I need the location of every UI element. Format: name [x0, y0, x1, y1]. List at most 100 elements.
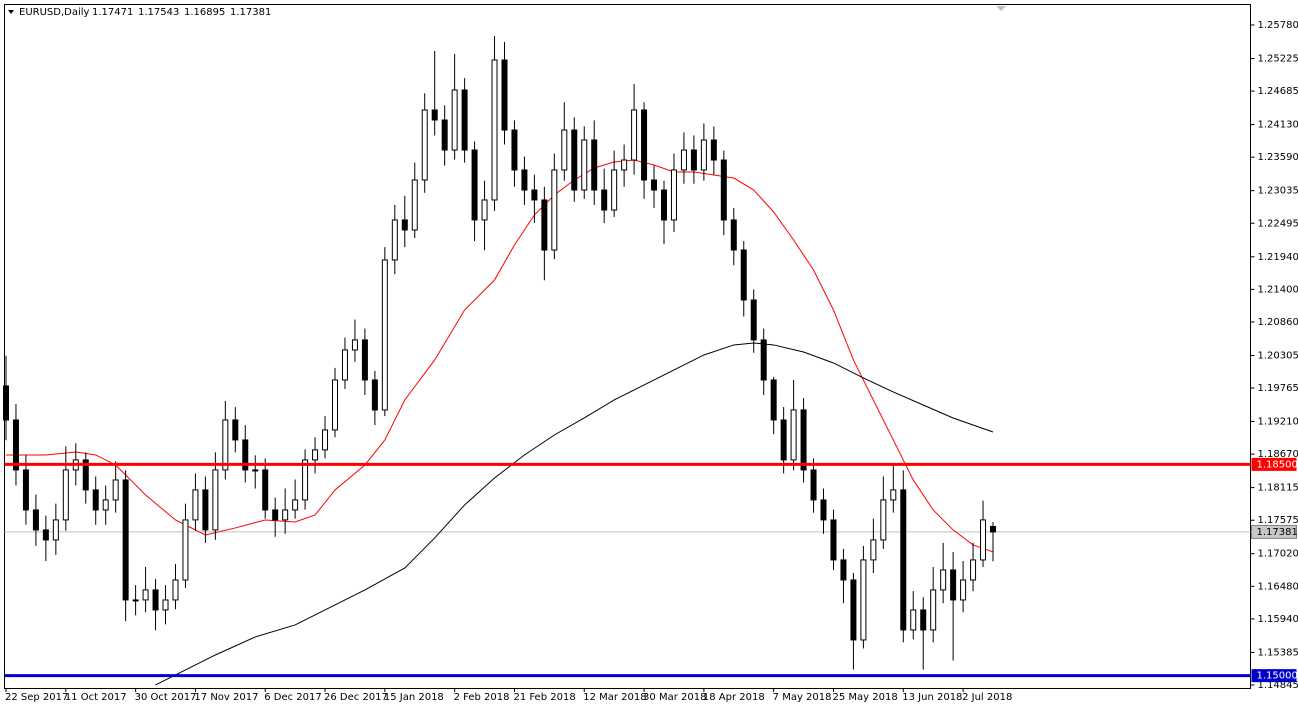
candle-body [680, 149, 687, 171]
candle-body [82, 459, 89, 491]
candle-body [22, 469, 29, 511]
y-tick-label: 1.17575 [1258, 515, 1298, 526]
candle-body [12, 419, 19, 471]
ohlc-close: 1.17381 [230, 7, 271, 18]
candle-body [571, 129, 578, 191]
one-click-toggle[interactable] [996, 6, 1006, 11]
y-tick-label: 1.25225 [1258, 54, 1298, 65]
candle-body [531, 189, 538, 201]
candle-body [112, 479, 119, 501]
x-tick-label: 2 Jul 2018 [962, 692, 1012, 703]
candle-body [262, 469, 269, 511]
level-label-box [1251, 457, 1297, 471]
candle-body [700, 139, 707, 171]
moving-average [6, 159, 994, 553]
y-tick-label: 1.19765 [1258, 383, 1298, 394]
candle-body [312, 449, 319, 461]
level-label-box [1251, 669, 1297, 683]
candle-body [980, 519, 987, 561]
level-label: 1.15000 [1257, 671, 1298, 682]
candle-body [222, 419, 229, 471]
candle-body [511, 129, 518, 171]
candle-body [481, 199, 488, 221]
y-tick-label: 1.22495 [1258, 218, 1298, 229]
candle-body [32, 509, 39, 531]
candle-body [880, 499, 887, 541]
candle-body [541, 199, 548, 251]
candle-body [820, 499, 827, 521]
candle-body [92, 489, 99, 511]
candle-body [581, 139, 588, 191]
candle-body [341, 349, 348, 381]
y-tick-label: 1.21400 [1258, 284, 1298, 295]
x-tick-label: 11 Oct 2017 [65, 692, 127, 703]
candle-body [621, 159, 628, 171]
candle-body [302, 459, 309, 501]
candle-body [132, 599, 139, 602]
x-tick-label: 21 Feb 2018 [513, 692, 575, 703]
candle-body [720, 159, 727, 221]
candle-body [760, 339, 767, 381]
menu-arrow[interactable] [8, 10, 14, 14]
candle-body [710, 139, 717, 161]
y-tick-label: 1.17020 [1258, 549, 1298, 560]
moving-average [155, 342, 994, 686]
candle-body [421, 109, 428, 181]
candle-body [790, 409, 797, 461]
candle-body [770, 379, 777, 421]
plot-area [3, 35, 1251, 686]
candle-body [471, 149, 478, 221]
x-tick-label: 12 Mar 2018 [583, 692, 646, 703]
candle-body [840, 559, 847, 581]
candle-body [401, 219, 408, 231]
candle-body [62, 469, 69, 521]
candle-body [641, 109, 648, 181]
candle-body [661, 189, 667, 221]
candle-body [451, 89, 458, 151]
level-label: 1.18500 [1257, 459, 1298, 470]
header: EURUSD,Daily 1.17471 1.17543 1.16895 1.1… [19, 7, 271, 18]
candle-body [601, 189, 608, 211]
y-tick-label: 1.21940 [1258, 252, 1298, 263]
candle-body [631, 109, 638, 161]
candle-body [810, 469, 817, 501]
x-tick-label: 22 Sep 2017 [5, 692, 68, 703]
candle-body [361, 339, 368, 381]
candle-body [730, 219, 737, 251]
candle-body [152, 589, 159, 611]
candle-body [491, 59, 498, 201]
y-tick-label: 1.23590 [1258, 152, 1298, 163]
y-tick-label: 1.16480 [1258, 581, 1298, 592]
candle-body [202, 489, 209, 531]
candle-body [990, 525, 996, 533]
y-tick-label: 1.15940 [1258, 614, 1298, 625]
candle-body [252, 469, 259, 472]
y-tick-label: 1.24130 [1258, 120, 1298, 131]
ohlc-high: 1.17543 [138, 7, 179, 18]
y-tick-label: 1.20305 [1258, 350, 1298, 361]
candle-body [950, 569, 957, 601]
candle-body [162, 599, 169, 611]
candle-body [551, 169, 558, 251]
candle-body [860, 559, 867, 641]
candle-body [920, 609, 927, 631]
candle-body [930, 589, 937, 631]
candle-body [182, 519, 189, 581]
candle-body [3, 385, 9, 421]
ohlc-low: 1.16895 [184, 7, 225, 18]
y-tick-label: 1.18115 [1258, 483, 1298, 494]
candle-body [411, 179, 418, 231]
candle-body [750, 299, 757, 341]
candle-body [800, 409, 807, 471]
x-tick-label: 7 May 2018 [773, 692, 832, 703]
candle-body [391, 219, 398, 261]
candle-body [521, 169, 528, 191]
candle-body [371, 379, 378, 411]
candle-body [611, 169, 618, 211]
candle-body [381, 259, 388, 411]
candle-body [461, 89, 468, 151]
y-tick-label: 1.14845 [1258, 680, 1298, 691]
candle-body [212, 469, 219, 531]
candle-body [102, 499, 109, 511]
